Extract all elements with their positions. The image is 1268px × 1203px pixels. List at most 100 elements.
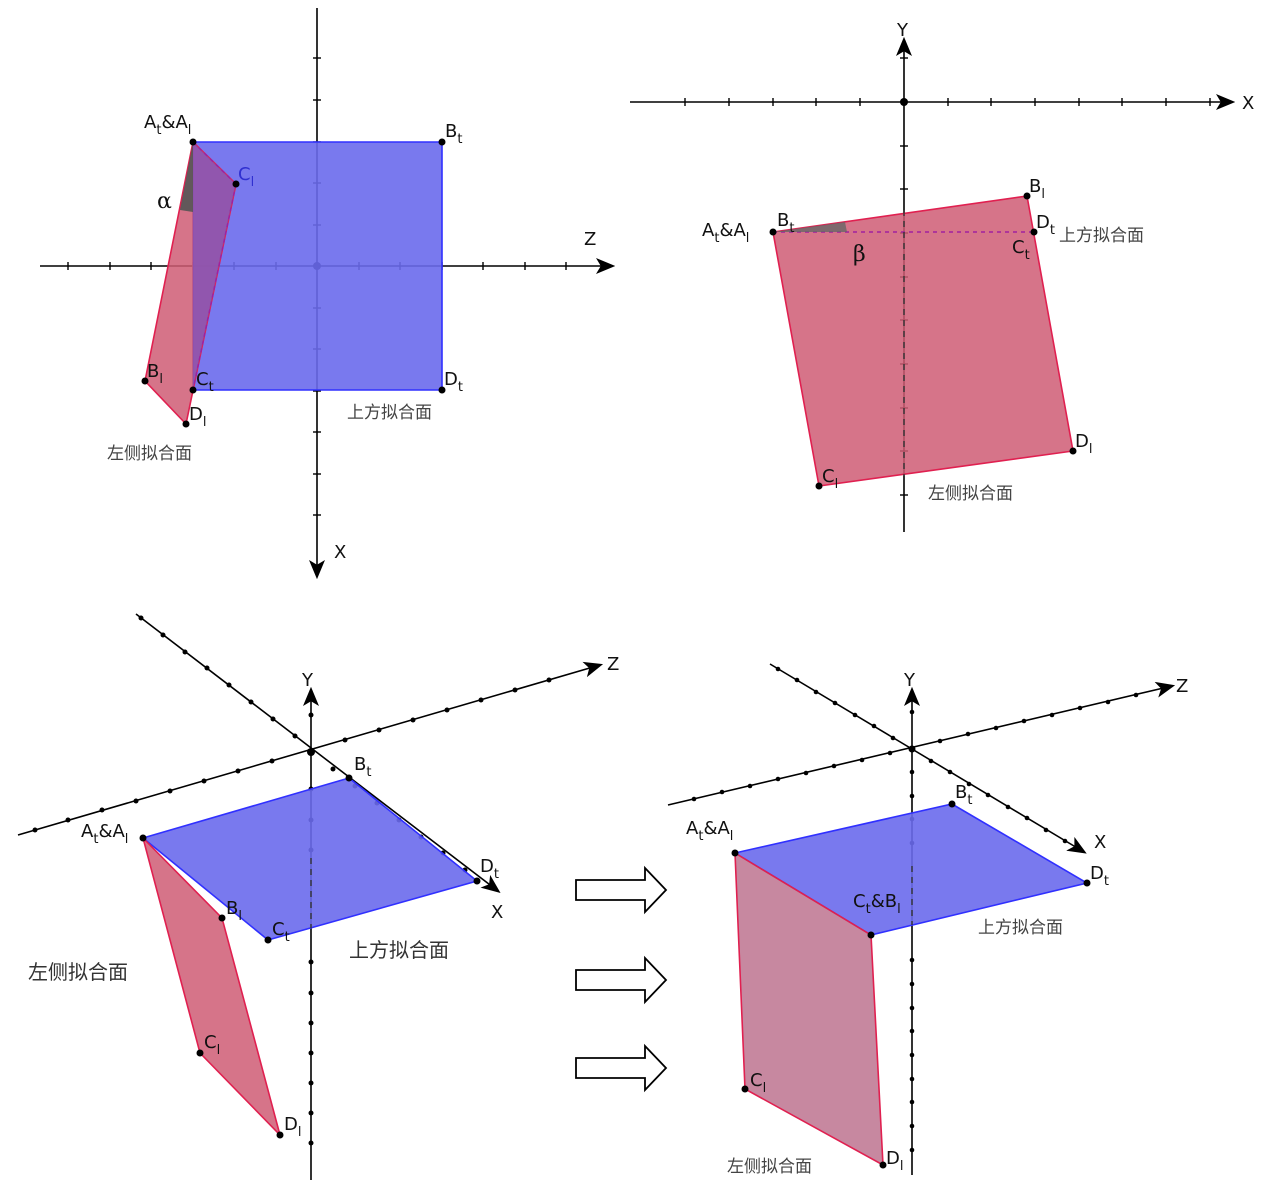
y-axis-label: Y bbox=[896, 20, 909, 41]
label-bt: Bt bbox=[445, 121, 462, 147]
origin-point bbox=[900, 98, 908, 106]
label-dt: Dt bbox=[1090, 863, 1109, 889]
edge-a-c-dashed bbox=[192, 141, 237, 185]
label-dl: Dl bbox=[189, 404, 207, 430]
point-ct bbox=[189, 386, 197, 394]
angle-beta-label: β bbox=[853, 242, 866, 267]
label-ct: Ct bbox=[196, 369, 214, 395]
arrow-right-icon bbox=[575, 955, 668, 1005]
x-axis-label: X bbox=[1094, 832, 1106, 853]
label-dt: Dt bbox=[444, 369, 463, 395]
point-cl bbox=[741, 1085, 749, 1093]
left-fitted-plane bbox=[772, 195, 1074, 487]
z-axis-dots bbox=[32, 677, 552, 833]
edge-c-c-dashed bbox=[192, 183, 237, 391]
points-group bbox=[769, 192, 1077, 490]
left-plane-label: 左侧拟合面 bbox=[928, 484, 1013, 504]
label-cl: Cl bbox=[822, 466, 838, 492]
label-atal: At&Al bbox=[702, 220, 749, 246]
point-dt bbox=[1030, 228, 1038, 236]
point-atal bbox=[139, 834, 147, 842]
point-bl bbox=[218, 914, 226, 922]
left-plane-label: 左侧拟合面 bbox=[107, 444, 192, 464]
label-atal: At&Al bbox=[144, 112, 191, 138]
point-bl bbox=[1023, 192, 1031, 200]
panel-bottom-left: Y Z X At&Al Bt Dt Bl Ct Cl Dl 上方拟合面 左侧拟合… bbox=[17, 613, 619, 1180]
x-axis-label: X bbox=[491, 902, 503, 923]
point-bl bbox=[141, 377, 149, 385]
label-bt: Bt bbox=[354, 754, 371, 780]
left-plane-label: 左侧拟合面 bbox=[727, 1157, 812, 1177]
point-dl bbox=[276, 1131, 284, 1139]
points-group bbox=[139, 774, 481, 1139]
label-dl: Dl bbox=[886, 1148, 904, 1174]
label-dt: Dt bbox=[1036, 212, 1055, 238]
point-cl bbox=[196, 1049, 204, 1057]
label-cl: Cl bbox=[750, 1070, 766, 1096]
point-bt bbox=[345, 774, 353, 782]
panel-top-right: Y X β At&Al Bt Bl Dt Ct 上方拟合面 Dl Cl 左侧拟合… bbox=[630, 20, 1254, 532]
y-axis-label: Y bbox=[903, 670, 916, 691]
origin-point bbox=[908, 745, 916, 753]
label-atal: At&Al bbox=[686, 818, 733, 844]
label-cl: Cl bbox=[238, 164, 254, 190]
x-axis-ticks bbox=[684, 98, 1211, 106]
point-atal bbox=[769, 228, 777, 236]
overlap-region bbox=[193, 142, 236, 390]
point-dl bbox=[1069, 447, 1077, 455]
x-axis-dots bbox=[775, 666, 1068, 844]
point-ct bbox=[264, 936, 272, 944]
label-bt: Bt bbox=[777, 210, 794, 236]
label-bl: Bl bbox=[226, 898, 242, 924]
point-atal bbox=[189, 138, 197, 146]
z-axis-dots bbox=[691, 692, 1139, 802]
x-axis-label: X bbox=[1242, 93, 1254, 114]
angle-beta-wedge bbox=[773, 222, 847, 232]
x-axis bbox=[769, 663, 1087, 854]
label-bl: Bl bbox=[147, 361, 163, 387]
point-dl bbox=[182, 420, 190, 428]
x-axis bbox=[135, 613, 501, 893]
points-group bbox=[731, 800, 1091, 1169]
point-atal bbox=[731, 849, 739, 857]
label-dt: Dt bbox=[480, 856, 499, 882]
point-cl bbox=[815, 482, 823, 490]
angle-alpha-label: α bbox=[157, 189, 172, 214]
label-bl: Bl bbox=[1029, 176, 1045, 202]
point-dt bbox=[438, 386, 446, 394]
points-group bbox=[141, 138, 446, 428]
point-dl bbox=[879, 1161, 887, 1169]
top-plane-label: 上方拟合面 bbox=[349, 938, 449, 962]
arrow-right-icon bbox=[575, 1043, 668, 1093]
label-ctbl: Ct&Bl bbox=[853, 891, 901, 917]
point-cl bbox=[232, 180, 240, 188]
z-axis-label: Z bbox=[584, 229, 596, 250]
panel-bottom-right: Y Z X At&Al Bt Dt Ct&Bl 上方拟合面 Cl Dl 左侧拟合… bbox=[667, 663, 1188, 1177]
transition-arrows bbox=[575, 865, 668, 1093]
x-axis-label: X bbox=[334, 542, 346, 563]
top-plane-label: 上方拟合面 bbox=[1059, 226, 1144, 246]
arrow-right-icon bbox=[575, 865, 668, 915]
origin-point bbox=[307, 748, 315, 756]
label-atal: At&Al bbox=[81, 821, 128, 847]
point-ctbl bbox=[867, 931, 875, 939]
z-axis bbox=[667, 681, 1176, 806]
top-plane-label: 上方拟合面 bbox=[347, 403, 432, 423]
angle-alpha-wedge bbox=[180, 142, 193, 212]
z-axis-label: Z bbox=[607, 654, 619, 675]
top-plane-label: 上方拟合面 bbox=[978, 918, 1063, 938]
label-ct: Ct bbox=[272, 919, 290, 945]
z-axis-label: Z bbox=[1176, 676, 1188, 697]
y-axis-dots bbox=[909, 709, 915, 1153]
point-dt bbox=[473, 877, 481, 885]
label-cl: Cl bbox=[204, 1032, 220, 1058]
label-dl: Dl bbox=[284, 1114, 302, 1140]
y-axis-label: Y bbox=[301, 670, 314, 691]
left-plane-label: 左侧拟合面 bbox=[28, 960, 128, 984]
point-bt bbox=[438, 138, 446, 146]
point-bt bbox=[948, 800, 956, 808]
label-dl: Dl bbox=[1075, 431, 1093, 457]
panel-top-left: Z X α At&Al Bt Cl Bl Ct Dt Dl 上方拟合面 左侧拟合… bbox=[40, 8, 616, 580]
point-dt bbox=[1083, 879, 1091, 887]
label-bt: Bt bbox=[955, 782, 972, 808]
